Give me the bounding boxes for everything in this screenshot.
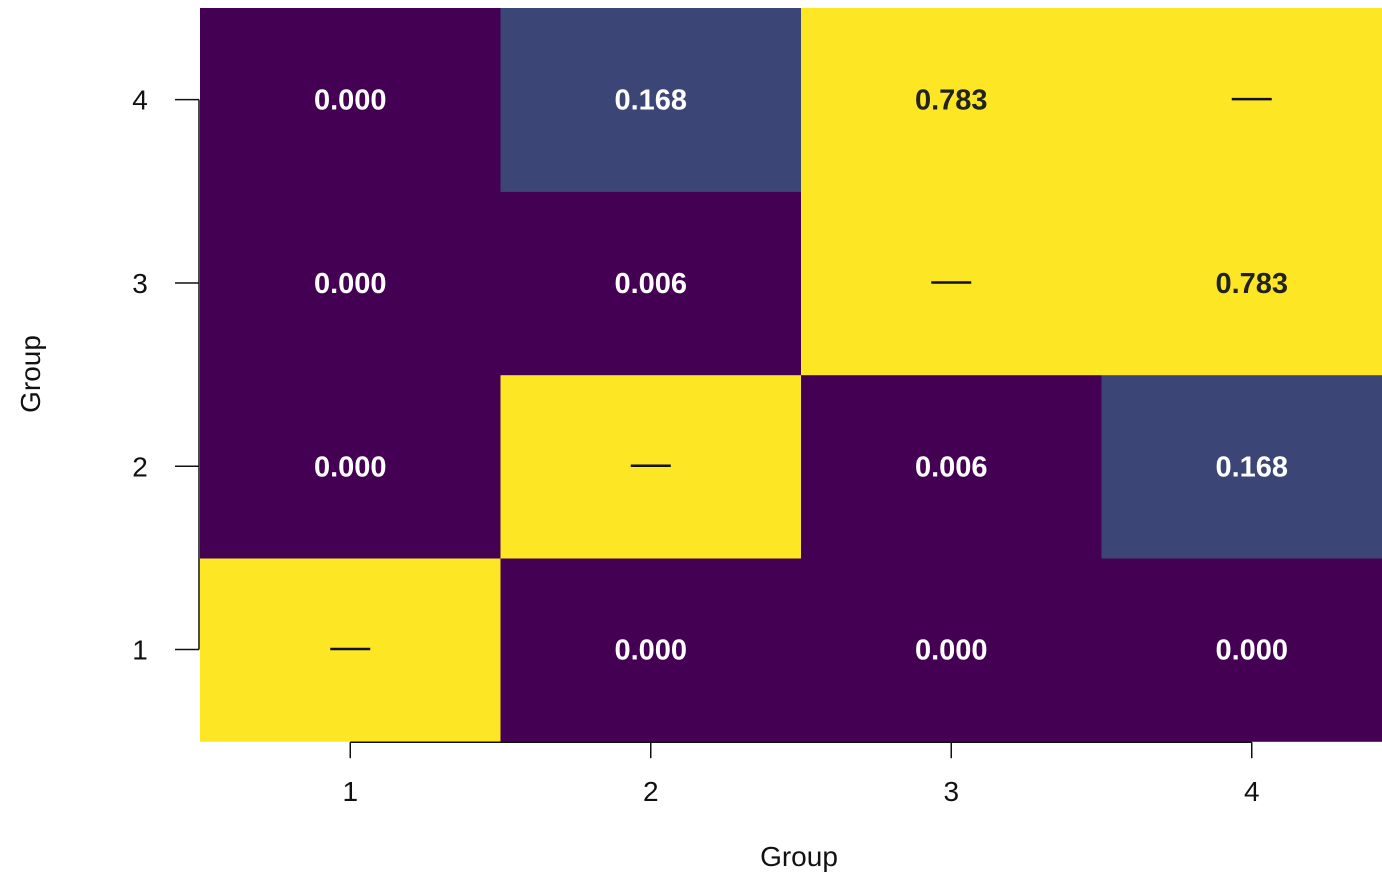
heatmap-cell-3-2 (801, 374, 1103, 559)
y-axis-title: Group (15, 335, 46, 413)
heatmap-cell-4-2 (1101, 374, 1382, 559)
x-axis: 1 2 3 4 (342, 741, 1260, 807)
heatmap-cell-3-4 (801, 8, 1103, 192)
y-tick-label-1: 1 (132, 635, 148, 666)
x-tick-label-2: 2 (643, 776, 659, 807)
x-tick-label-4: 4 (1244, 776, 1260, 807)
y-tick-label-4: 4 (132, 85, 148, 116)
y-tick-label-3: 3 (132, 268, 148, 299)
cell-label-2-3: 0.006 (614, 268, 687, 300)
cell-label-2-4: 0.168 (614, 85, 687, 117)
x-tick-label-3: 3 (943, 776, 959, 807)
heatmap-cell-1-4 (200, 8, 502, 192)
x-axis-title: Group (760, 841, 838, 872)
y-axis: 1 2 3 4 (132, 85, 200, 666)
x-tick-label-1: 1 (342, 776, 358, 807)
cell-label-4-1: 0.000 (1215, 635, 1288, 667)
heatmap-cell-2-1 (500, 557, 802, 742)
heatmap-cell-4-3 (1101, 191, 1382, 376)
heatmap-cell-4-1 (1101, 557, 1382, 742)
heatmap-cell-labels: 0.000 0.000 0.000 0.000 0.006 0.168 0.000 0.006… (314, 85, 1288, 667)
heatmap-cell-1-2 (200, 374, 502, 559)
heatmap-cell-2-3 (500, 191, 802, 376)
heatmap-cells (200, 8, 1382, 742)
heatmap-cell-1-3 (200, 191, 502, 376)
cell-label-3-1: 0.000 (915, 635, 988, 667)
cell-label-4-3: 0.783 (1215, 268, 1288, 300)
cell-label-2-1: 0.000 (614, 635, 687, 667)
cell-label-1-3: 0.000 (314, 268, 387, 300)
y-tick-label-2: 2 (132, 451, 148, 482)
cell-label-3-2: 0.006 (915, 451, 988, 483)
cell-label-3-4: 0.783 (915, 85, 988, 117)
heatmap-cell-2-4 (500, 8, 802, 192)
cell-label-1-4: 0.000 (314, 85, 387, 117)
heatmap-cell-3-1 (801, 557, 1103, 742)
cell-label-1-2: 0.000 (314, 451, 387, 483)
cell-label-4-2: 0.168 (1215, 451, 1288, 483)
